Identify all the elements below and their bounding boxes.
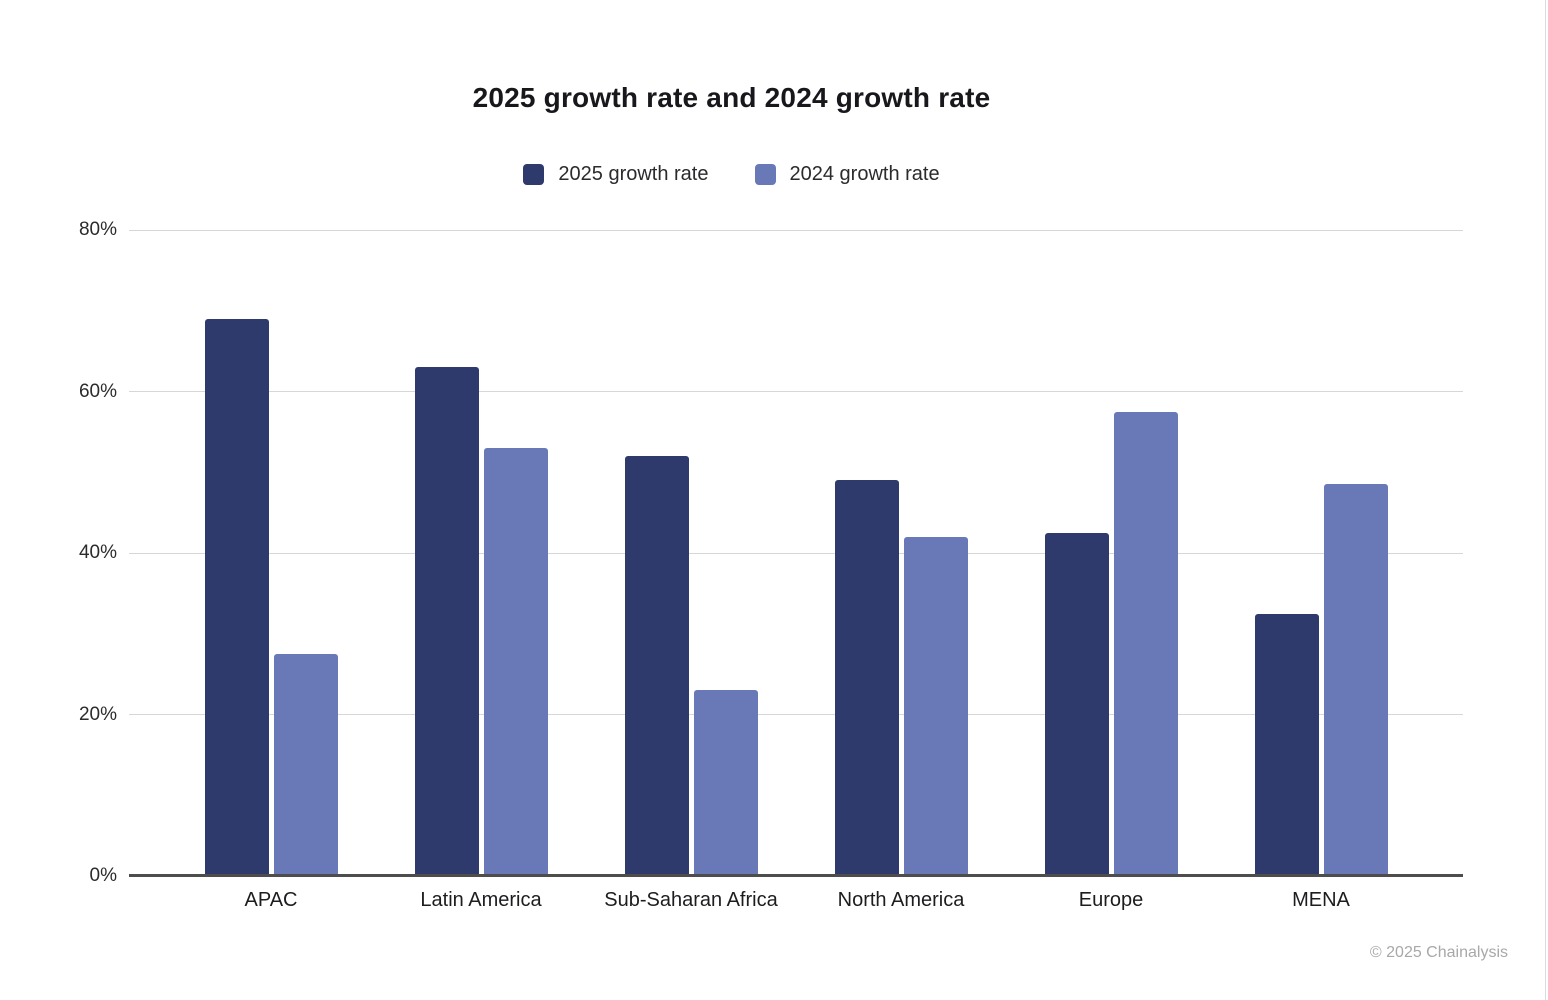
y-tick-label-80: 80%	[78, 219, 117, 240]
copyright-text: © 2025 Chainalysis	[1369, 944, 1508, 961]
legend-item-2024-growth-rate: 2024 growth rate	[754, 163, 940, 186]
bar-2024-growth-rate-apac	[273, 653, 338, 876]
bar-group-europe	[1006, 230, 1216, 876]
x-axis-label-apac: APAC	[244, 889, 298, 911]
gridline-20	[129, 714, 1463, 715]
legend-label: 2025 growth rate	[558, 163, 709, 185]
y-tick-label-40: 40%	[78, 542, 117, 563]
bar-2024-growth-rate-europe	[1113, 411, 1178, 876]
gridline-80	[129, 229, 1463, 231]
legend-swatch-2024-growth-rate	[754, 164, 776, 185]
x-axis-label-europe: Europe	[1078, 889, 1144, 911]
bar-group-mena	[1216, 230, 1426, 876]
y-tick-label-0: 0%	[89, 865, 117, 886]
bar-2025-growth-rate-sub-saharan-africa	[624, 456, 689, 876]
y-tick-label-60: 60%	[78, 380, 117, 402]
bar-group-latin-america	[376, 230, 586, 876]
bar-2025-growth-rate-mena	[1254, 613, 1319, 876]
legend-swatch-2025-growth-rate	[523, 164, 545, 185]
bar-2024-growth-rate-sub-saharan-africa	[693, 690, 758, 876]
legend-label: 2024 growth rate	[789, 163, 940, 185]
y-tick-label-20: 20%	[78, 703, 117, 725]
chart-title: 2025 growth rate and 2024 growth rate	[472, 82, 991, 113]
plot-area: 0% 20% 40% 60% 80% APAC Latin America Sub-Sahar…	[79, 219, 1463, 911]
gridline-40	[129, 552, 1463, 554]
bar-2025-growth-rate-europe	[1044, 532, 1109, 876]
page-edge-divider	[1545, 0, 1546, 1000]
legend-item-2025-growth-rate: 2025 growth rate	[523, 163, 709, 186]
bar-2024-growth-rate-mena	[1323, 484, 1388, 876]
bar-group-north-america	[796, 230, 1006, 876]
gridline-60	[129, 391, 1463, 392]
chart-legend: 2025 growth rate 2024 growth rate	[0, 163, 1463, 186]
x-axis-label-latin-america: Latin America	[420, 889, 542, 911]
bar-2025-growth-rate-apac	[204, 318, 269, 876]
bar-group-sub-saharan-africa	[586, 230, 796, 876]
x-axis-label-mena: MENA	[1292, 889, 1350, 911]
bar-2024-growth-rate-latin-america	[483, 448, 548, 876]
x-axis-label-north-america: North America	[837, 889, 965, 911]
x-axis-label-sub-saharan-africa: Sub-Saharan Africa	[604, 889, 778, 911]
bar-2025-growth-rate-north-america	[834, 480, 899, 876]
bar-2024-growth-rate-north-america	[903, 536, 968, 876]
x-axis-line	[129, 874, 1463, 877]
bar-group-apac	[166, 230, 376, 876]
bar-2025-growth-rate-latin-america	[414, 367, 479, 876]
